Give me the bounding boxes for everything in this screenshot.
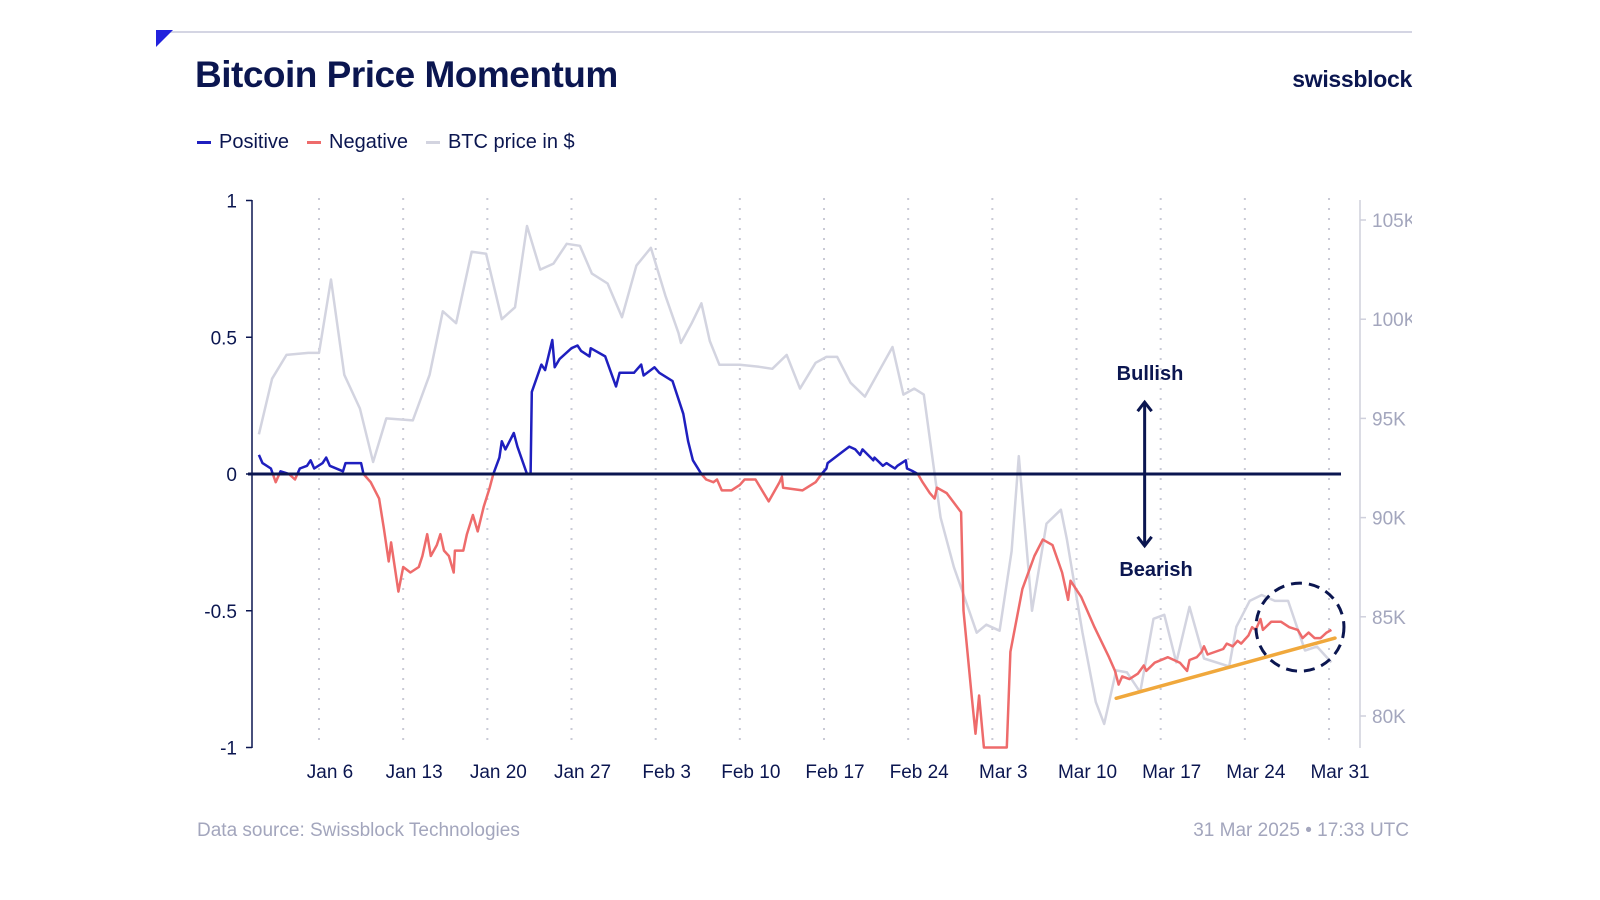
left-tick-label: 0 bbox=[226, 465, 237, 486]
legend-label-price: BTC price in $ bbox=[447, 131, 575, 153]
left-tick-label: -0.5 bbox=[204, 602, 237, 623]
legend-label-positive: Positive bbox=[219, 131, 290, 153]
legend-swatch-negative bbox=[307, 141, 322, 144]
x-tick-label: Jan 20 bbox=[470, 762, 527, 783]
x-tick-label: Feb 3 bbox=[642, 762, 691, 783]
x-tick-label: Jan 6 bbox=[307, 762, 353, 783]
support-trendline bbox=[1114, 636, 1337, 701]
x-tick-label: Feb 24 bbox=[890, 762, 950, 783]
annotations: Bullish Bearish bbox=[1114, 363, 1346, 701]
x-tick-label: Jan 13 bbox=[386, 762, 443, 783]
x-tick-label: Mar 3 bbox=[979, 762, 1028, 783]
btc-price-line bbox=[257, 224, 1333, 726]
highlight-dashed-circle bbox=[1254, 581, 1346, 673]
corner-accent-icon bbox=[156, 30, 173, 47]
x-tick-label: Feb 10 bbox=[721, 762, 780, 783]
left-tick-label: 0.5 bbox=[211, 328, 237, 349]
legend: Positive Negative BTC price in $ bbox=[197, 131, 575, 154]
top-rule bbox=[160, 31, 1412, 33]
x-tick-label: Mar 24 bbox=[1226, 762, 1286, 783]
chart-title: Bitcoin Price Momentum bbox=[195, 54, 618, 95]
right-tick-label: 85K bbox=[1372, 608, 1406, 629]
right-tick-label: 100K bbox=[1372, 310, 1417, 331]
x-tick-label: Jan 27 bbox=[554, 762, 611, 783]
legend-swatch-price bbox=[425, 141, 440, 144]
data-source: Data source: Swissblock Technologies bbox=[197, 820, 520, 841]
left-tick-label: -1 bbox=[220, 739, 237, 760]
left-axis-ticks: 1 0.5 0 -0.5 -1 bbox=[204, 192, 252, 760]
right-axis-ticks: 105K 100K 95K 90K 85K 80K bbox=[1360, 211, 1417, 728]
x-tick-label: Feb 17 bbox=[805, 762, 864, 783]
x-tick-label: Mar 10 bbox=[1058, 762, 1117, 783]
annotation-bearish: Bearish bbox=[1119, 559, 1192, 581]
x-axis-ticks: Jan 6 Jan 13 Jan 20 Jan 27 Feb 3 Feb 10 Feb 17… bbox=[307, 762, 1370, 783]
right-tick-label: 90K bbox=[1372, 509, 1406, 530]
right-tick-label: 80K bbox=[1372, 707, 1406, 728]
legend-item-negative: Negative bbox=[307, 131, 408, 154]
vertical-gridlines bbox=[318, 198, 1331, 748]
x-tick-label: Mar 31 bbox=[1310, 762, 1369, 783]
left-tick-label: 1 bbox=[226, 192, 237, 213]
series bbox=[248, 224, 1341, 749]
right-tick-label: 95K bbox=[1372, 409, 1406, 430]
momentum-negative-line bbox=[271, 474, 1333, 749]
brand-logo: swissblock bbox=[1292, 66, 1412, 92]
arrow-up-icon bbox=[1136, 399, 1153, 413]
legend-label-negative: Negative bbox=[329, 131, 408, 153]
timestamp: 31 Mar 2025 • 17:33 UTC bbox=[1193, 820, 1409, 841]
arrow-down-icon bbox=[1136, 535, 1153, 549]
right-tick-label: 105K bbox=[1372, 211, 1417, 232]
annotation-bullish: Bullish bbox=[1117, 363, 1184, 385]
x-tick-label: Mar 17 bbox=[1142, 762, 1201, 783]
legend-swatch-positive bbox=[197, 141, 211, 144]
legend-item-price: BTC price in $ bbox=[425, 131, 575, 154]
legend-item-positive: Positive bbox=[197, 131, 289, 154]
